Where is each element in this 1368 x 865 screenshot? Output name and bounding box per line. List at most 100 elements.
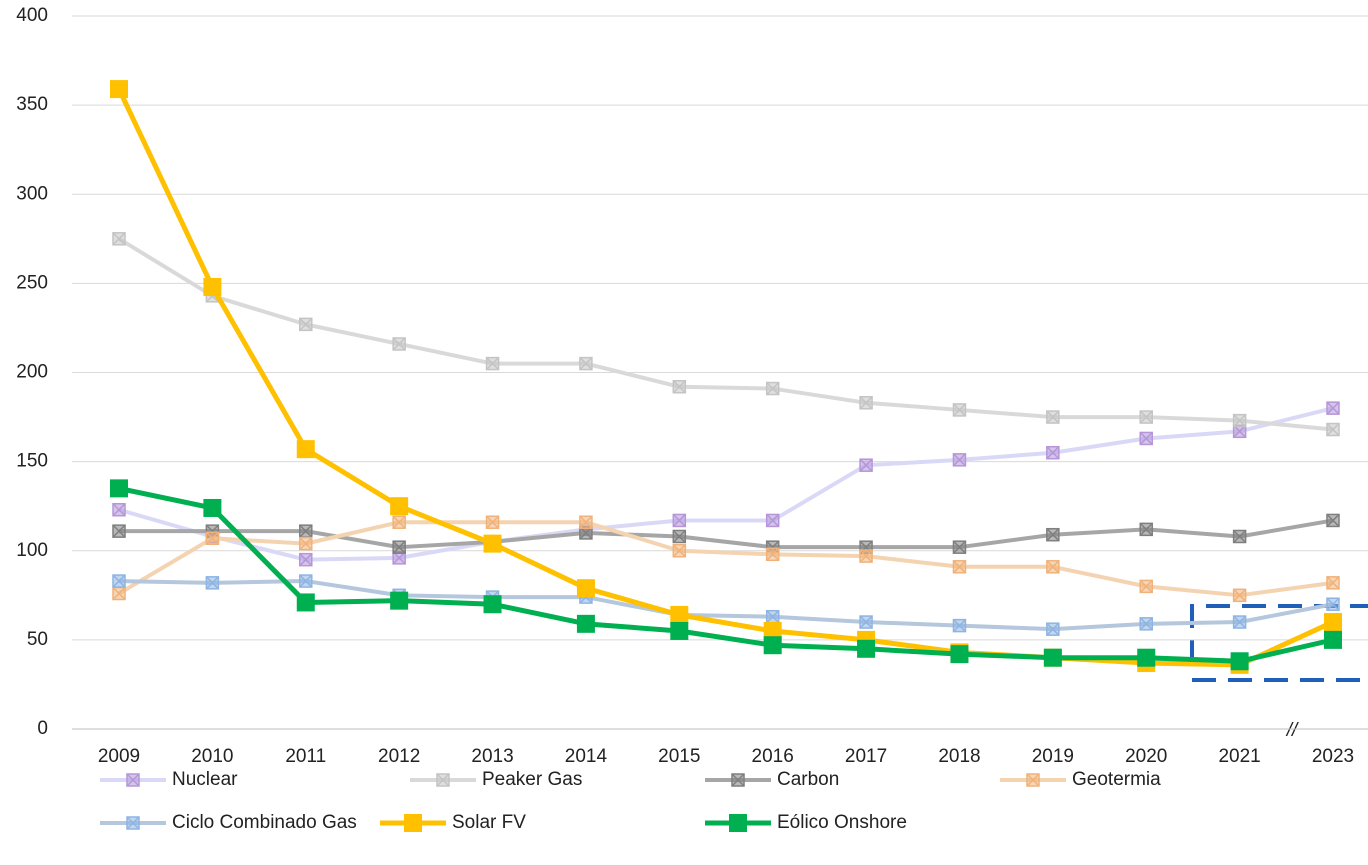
legend-item: Nuclear (100, 769, 238, 790)
marker-cross (1046, 622, 1060, 636)
marker-box (763, 636, 782, 655)
marker (859, 458, 873, 472)
marker-box (483, 595, 502, 614)
marker-cross (859, 615, 873, 629)
legend-label: Geotermia (1072, 769, 1161, 790)
marker-cross (672, 529, 686, 544)
marker (485, 515, 500, 529)
marker (1046, 622, 1060, 636)
marker-cross (579, 515, 593, 529)
x-tick-label: 2009 (98, 746, 140, 767)
marker (1232, 615, 1247, 629)
legend-label: Peaker Gas (482, 769, 582, 790)
marker-cross (299, 524, 313, 538)
series-line (117, 237, 1334, 432)
series-line (119, 518, 1334, 550)
marker-cross (1139, 410, 1153, 424)
marker-cross (205, 576, 219, 590)
marker-cross (112, 524, 126, 538)
x-tick-label: 2014 (565, 746, 608, 767)
marker-cross (1026, 773, 1040, 787)
marker-box (857, 639, 876, 658)
x-tick-label: 2016 (752, 746, 794, 767)
marker (765, 609, 780, 624)
marker (1326, 422, 1340, 437)
marker (1139, 431, 1153, 446)
marker-cross (392, 540, 406, 554)
marker-cross (112, 232, 126, 246)
marker-cross (1139, 522, 1153, 536)
marker-cross (859, 458, 873, 472)
marker (112, 524, 126, 538)
marker (299, 536, 313, 551)
x-tick-label: 2023 (1312, 746, 1354, 767)
marker-cross (1139, 617, 1153, 631)
x-tick-label: 2018 (938, 746, 980, 767)
marker-cross (205, 531, 219, 545)
marker-box (1324, 613, 1342, 632)
marker (1230, 652, 1249, 671)
marker (205, 576, 220, 590)
marker-box (576, 614, 595, 633)
marker-cross (1233, 615, 1247, 629)
marker-box (670, 621, 689, 640)
y-tick-label: 0 (37, 718, 48, 739)
marker (1139, 579, 1153, 594)
marker-box (203, 277, 222, 296)
series-line (117, 520, 1334, 598)
marker (392, 515, 406, 529)
marker-cross (392, 515, 406, 529)
marker (670, 605, 689, 624)
marker-cross (1326, 576, 1340, 590)
marker (112, 232, 126, 246)
series-line (118, 406, 1334, 562)
marker-cross (1326, 423, 1340, 437)
marker-cross (952, 403, 966, 417)
marker (390, 591, 409, 610)
legend-label: Eólico Onshore (777, 812, 907, 833)
marker-box (390, 591, 409, 610)
marker (1137, 648, 1156, 667)
marker-cross (126, 773, 140, 787)
marker (672, 529, 687, 544)
marker (1043, 648, 1062, 667)
marker-box (729, 814, 747, 832)
legend-label: Carbon (777, 769, 839, 790)
series-line (118, 579, 1334, 632)
marker-cross (766, 382, 780, 396)
legend-item: Peaker Gas (410, 769, 582, 790)
marker (579, 515, 593, 529)
marker (670, 621, 689, 640)
marker-box (203, 498, 222, 517)
marker (952, 403, 967, 417)
marker (1026, 773, 1040, 787)
marker-box (296, 593, 315, 612)
marker (1326, 597, 1340, 611)
marker-box (1230, 652, 1249, 671)
marker (1326, 513, 1340, 528)
marker-cross (299, 537, 313, 551)
marker (763, 621, 782, 640)
marker-box (110, 479, 128, 498)
marker (952, 540, 967, 554)
legend-item: Carbon (705, 769, 839, 790)
y-tick-label: 100 (16, 540, 48, 561)
marker-box (404, 814, 422, 832)
marker (1324, 630, 1342, 649)
marker (126, 773, 140, 787)
marker (112, 503, 126, 517)
legend-label: Nuclear (172, 769, 238, 790)
marker (112, 586, 126, 601)
marker-cross (486, 357, 500, 371)
marker (126, 816, 140, 830)
marker-cross (112, 503, 126, 517)
marker (203, 498, 222, 517)
marker-cross (952, 619, 966, 633)
marker (1232, 588, 1247, 603)
marker (579, 356, 593, 371)
marker-cross (112, 574, 126, 588)
marker (731, 773, 745, 787)
x-tick-label: 2013 (471, 746, 513, 767)
y-tick-label: 250 (16, 272, 48, 293)
marker-box (390, 497, 409, 516)
